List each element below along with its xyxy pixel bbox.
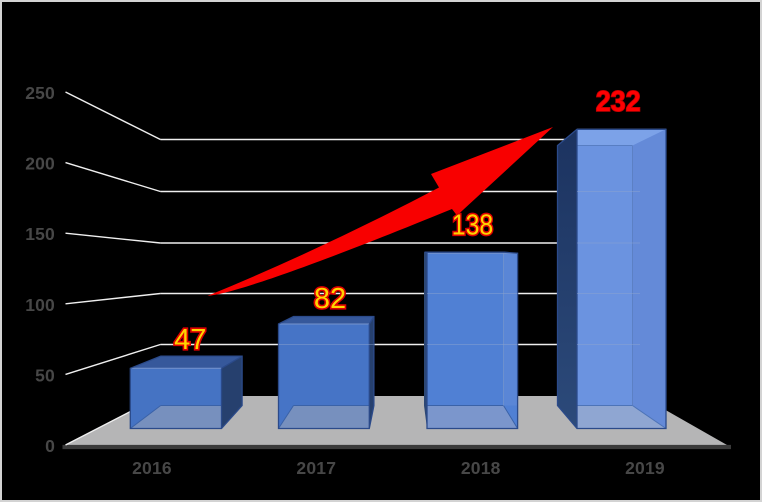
svg-text:232: 232 <box>596 86 641 118</box>
svg-text:50: 50 <box>35 365 55 385</box>
svg-text:2018: 2018 <box>461 458 501 478</box>
svg-text:2017: 2017 <box>296 458 336 478</box>
svg-text:2016: 2016 <box>132 458 172 478</box>
svg-text:100: 100 <box>25 295 55 315</box>
svg-text:2019: 2019 <box>625 458 665 478</box>
svg-text:138: 138 <box>452 210 494 242</box>
svg-text:0: 0 <box>45 436 55 456</box>
svg-text:250: 250 <box>25 83 55 103</box>
svg-text:200: 200 <box>25 154 55 174</box>
svg-text:82: 82 <box>314 283 346 315</box>
svg-text:150: 150 <box>25 224 55 244</box>
svg-text:47: 47 <box>174 324 206 356</box>
